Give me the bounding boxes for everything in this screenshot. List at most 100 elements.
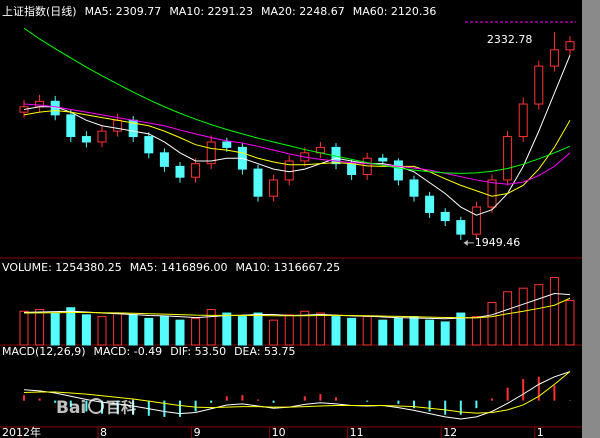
candle-body	[81, 136, 91, 143]
x-tick-label: 2012年	[2, 425, 41, 438]
x-tick-label: 11	[350, 426, 364, 438]
x-tick-label: 8	[100, 426, 107, 438]
legend-entry: 上证指数(日线)	[2, 4, 77, 18]
volume-bar	[113, 312, 123, 346]
volume-bar	[440, 321, 450, 346]
candle-body	[253, 168, 263, 197]
candle-body	[222, 141, 232, 148]
volume-bar	[81, 314, 91, 346]
volume-bar	[50, 312, 60, 346]
volume-bar	[409, 316, 419, 346]
candle-body	[565, 41, 575, 51]
legend-entry: MA5: 1416896.00	[130, 261, 228, 274]
volume-bar	[269, 319, 279, 346]
legend-entry: VOLUME: 1254380.25	[2, 261, 122, 274]
candle-body	[159, 152, 169, 167]
background	[0, 0, 582, 438]
candle-body	[409, 179, 419, 197]
volume-bar	[19, 310, 29, 346]
low-label: 1949.46	[475, 236, 521, 249]
legend-entry: DIF: 53.50	[170, 345, 226, 358]
ma-line	[23, 371, 571, 414]
candle-body	[471, 206, 481, 235]
volume-bar	[378, 319, 388, 346]
watermark-text: Bai	[56, 398, 86, 418]
watermark: Bai 百科	[56, 398, 136, 418]
x-tick-label: 1	[537, 426, 544, 438]
volume-bar	[128, 314, 138, 346]
high-label: 2332.78	[487, 33, 533, 46]
candle-body	[269, 179, 279, 197]
legend-entry: MA20: 2248.67	[261, 5, 345, 18]
ma-line	[23, 297, 571, 319]
candle-body	[425, 195, 435, 213]
volume-bar	[66, 307, 76, 346]
volume-bar	[191, 317, 201, 346]
volume-bar	[456, 312, 466, 346]
volume-bar	[487, 301, 497, 346]
volume-bar	[300, 310, 310, 346]
volume-bar	[222, 312, 232, 346]
volume-bar	[206, 309, 216, 346]
volume-bar	[347, 317, 357, 346]
candle-body	[175, 165, 185, 178]
volume-bar	[565, 299, 575, 346]
candle-body	[378, 157, 388, 162]
volume-bar	[97, 316, 107, 346]
volume-bar	[362, 316, 372, 346]
volume-bar	[144, 317, 154, 346]
candle-body	[456, 220, 466, 235]
x-tick-label: 10	[272, 426, 286, 438]
candle-body	[144, 136, 154, 154]
legend-entry: MA60: 2120.36	[353, 5, 437, 18]
volume-bar	[471, 316, 481, 346]
candle-body	[503, 136, 513, 181]
candle-body	[440, 211, 450, 222]
legend-entry: MA10: 2291.23	[169, 5, 253, 18]
x-tick-label: 9	[194, 426, 201, 438]
volume-bar	[159, 316, 169, 346]
candle-body	[191, 163, 201, 178]
volume-bar	[331, 316, 341, 346]
volume-bar	[503, 291, 513, 346]
legend-entry: MA10: 1316667.25	[235, 261, 340, 274]
volume-bar	[253, 312, 263, 346]
volume-bar	[425, 319, 435, 346]
volume-bar	[549, 277, 559, 346]
candle-body	[393, 160, 403, 181]
candle-body	[113, 119, 123, 132]
ma-line	[23, 103, 571, 185]
candle-body	[518, 103, 528, 138]
ma-line	[23, 371, 571, 420]
volume-bar	[534, 284, 544, 346]
x-tick-label: 12	[443, 426, 457, 438]
volume-bar	[284, 314, 294, 346]
volume-bar	[315, 312, 325, 346]
volume-bar	[35, 309, 45, 346]
watermark-icon	[88, 398, 104, 414]
volume-bar	[393, 317, 403, 346]
watermark-text: 百科	[106, 399, 136, 417]
legend-entry: MACD: -0.49	[94, 345, 163, 358]
volume-bar	[175, 319, 185, 346]
candle-body	[347, 163, 357, 176]
ma-line	[23, 55, 571, 216]
candle-body	[19, 106, 29, 113]
candle-body	[206, 141, 216, 165]
candle-body	[487, 179, 497, 208]
volume-bar	[518, 287, 528, 346]
legend-entry: MACD(12,26,9)	[2, 345, 86, 358]
ma-line	[23, 27, 571, 174]
low-arrow-head	[463, 239, 468, 246]
legend-entry: MA5: 2309.77	[85, 5, 162, 18]
candle-body	[97, 130, 107, 143]
candle-body	[35, 100, 45, 108]
candle-body	[549, 49, 559, 67]
candle-body	[66, 114, 76, 138]
candle-body	[284, 160, 294, 181]
volume-bar	[237, 316, 247, 346]
ma-line	[23, 110, 571, 197]
candle-body	[534, 65, 544, 105]
